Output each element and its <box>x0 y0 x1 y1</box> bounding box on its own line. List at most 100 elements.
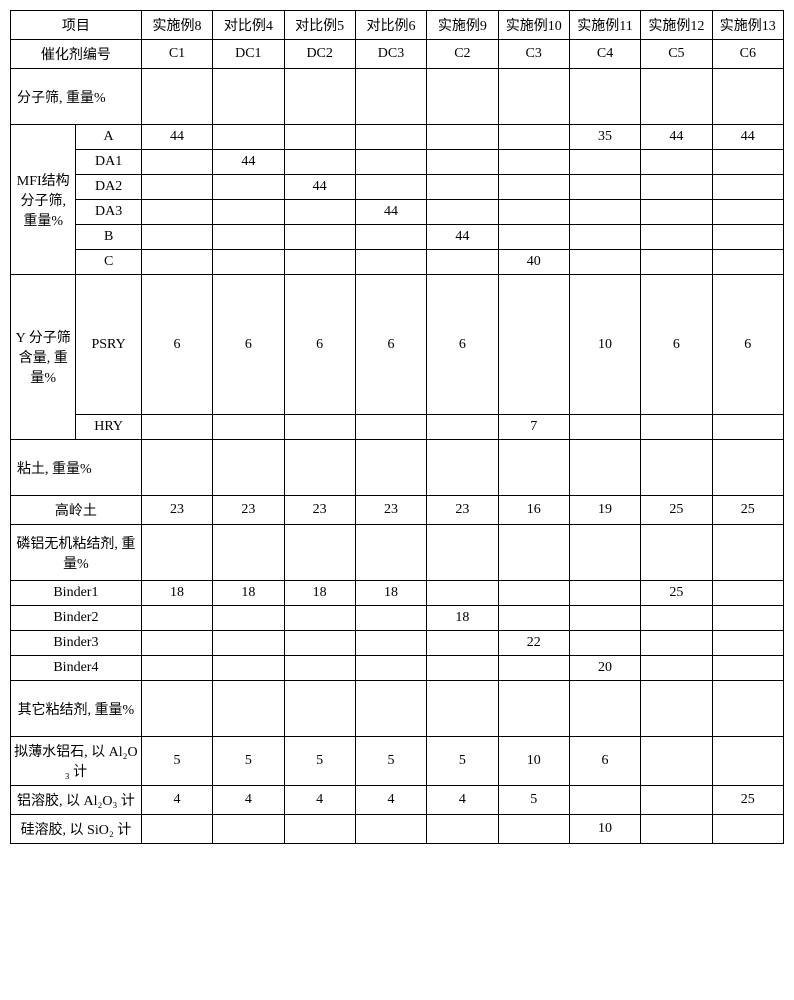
cell <box>213 225 284 250</box>
cell <box>213 656 284 681</box>
cell: 10 <box>569 275 640 415</box>
cell: 40 <box>498 250 569 275</box>
cell <box>641 200 712 225</box>
cell <box>141 250 212 275</box>
cell <box>284 150 355 175</box>
cell <box>141 606 212 631</box>
cell <box>498 175 569 200</box>
cell <box>498 815 569 844</box>
cell <box>427 250 498 275</box>
table-row: 其它粘结剂, 重量% <box>11 681 784 737</box>
cell: 16 <box>498 496 569 525</box>
row-label: 拟薄水铝石, 以 Al₂O₃ 计 <box>11 737 142 786</box>
cell: 10 <box>498 737 569 786</box>
table-row: 催化剂编号 C1 DC1 DC2 DC3 C2 C3 C4 C5 C6 <box>11 40 784 69</box>
cell <box>641 606 712 631</box>
cell <box>141 225 212 250</box>
cell <box>355 250 426 275</box>
cell <box>355 150 426 175</box>
cell <box>284 415 355 440</box>
cell: 44 <box>284 175 355 200</box>
cell <box>569 150 640 175</box>
table-row: 项目 实施例8 对比例4 对比例5 对比例6 实施例9 实施例10 实施例11 … <box>11 11 784 40</box>
sub-label: DA3 <box>76 200 141 225</box>
cell: 5 <box>355 737 426 786</box>
section-header: 磷铝无机粘结剂, 重量% <box>11 525 142 581</box>
table-row: 分子筛, 重量% <box>11 69 784 125</box>
cell: C2 <box>427 40 498 69</box>
cell <box>569 581 640 606</box>
cell <box>427 200 498 225</box>
table-row: 磷铝无机粘结剂, 重量% <box>11 525 784 581</box>
cell <box>355 631 426 656</box>
cell: 18 <box>284 581 355 606</box>
table-row: 粘土, 重量% <box>11 440 784 496</box>
cell: 44 <box>355 200 426 225</box>
cell: 25 <box>641 496 712 525</box>
cell <box>712 225 783 250</box>
cell: 23 <box>141 496 212 525</box>
cell: C3 <box>498 40 569 69</box>
col-header: 实施例8 <box>141 11 212 40</box>
cell <box>712 606 783 631</box>
cell <box>641 415 712 440</box>
sub-label: DA2 <box>76 175 141 200</box>
cell <box>141 175 212 200</box>
cell <box>213 175 284 200</box>
cell: 23 <box>213 496 284 525</box>
cell <box>355 415 426 440</box>
cell: 6 <box>141 275 212 415</box>
cell <box>355 225 426 250</box>
cell <box>284 125 355 150</box>
cell: 4 <box>284 786 355 815</box>
cell <box>284 225 355 250</box>
row-label: Binder3 <box>11 631 142 656</box>
sub-label: C <box>76 250 141 275</box>
cell: 18 <box>355 581 426 606</box>
section-header: 分子筛, 重量% <box>11 69 142 125</box>
table-row: Binder3 22 <box>11 631 784 656</box>
sub-label: B <box>76 225 141 250</box>
cell: 44 <box>427 225 498 250</box>
cell <box>427 656 498 681</box>
cell: 4 <box>141 786 212 815</box>
cell <box>355 656 426 681</box>
table-row: C 40 <box>11 250 784 275</box>
cell: DC2 <box>284 40 355 69</box>
cell: DC1 <box>213 40 284 69</box>
cell <box>641 175 712 200</box>
cell <box>498 150 569 175</box>
cell <box>569 175 640 200</box>
cell: 44 <box>641 125 712 150</box>
cell <box>498 200 569 225</box>
table-row: 高岭土 232323232316192525 <box>11 496 784 525</box>
cell: 25 <box>641 581 712 606</box>
cell: 6 <box>641 275 712 415</box>
cell <box>141 200 212 225</box>
cell <box>141 656 212 681</box>
cell <box>712 200 783 225</box>
cell <box>213 606 284 631</box>
cell: C5 <box>641 40 712 69</box>
cell: 19 <box>569 496 640 525</box>
cell <box>141 631 212 656</box>
group-label: Y 分子筛含量, 重量% <box>11 275 76 440</box>
table-row: Binder1 1818181825 <box>11 581 784 606</box>
table-row: DA3 44 <box>11 200 784 225</box>
cell: 6 <box>355 275 426 415</box>
cell: 22 <box>498 631 569 656</box>
cell <box>498 606 569 631</box>
row-label: Binder2 <box>11 606 142 631</box>
cell: 25 <box>712 496 783 525</box>
table-row: 硅溶胶, 以 SiO₂ 计 10 <box>11 815 784 844</box>
row-label: 高岭土 <box>11 496 142 525</box>
col-header: 对比例5 <box>284 11 355 40</box>
cell <box>641 656 712 681</box>
cell: C1 <box>141 40 212 69</box>
cell <box>569 415 640 440</box>
cell: 5 <box>141 737 212 786</box>
table-row: 拟薄水铝石, 以 Al₂O₃ 计 55555106 <box>11 737 784 786</box>
cell <box>712 631 783 656</box>
sub-label: A <box>76 125 141 150</box>
cell <box>284 656 355 681</box>
